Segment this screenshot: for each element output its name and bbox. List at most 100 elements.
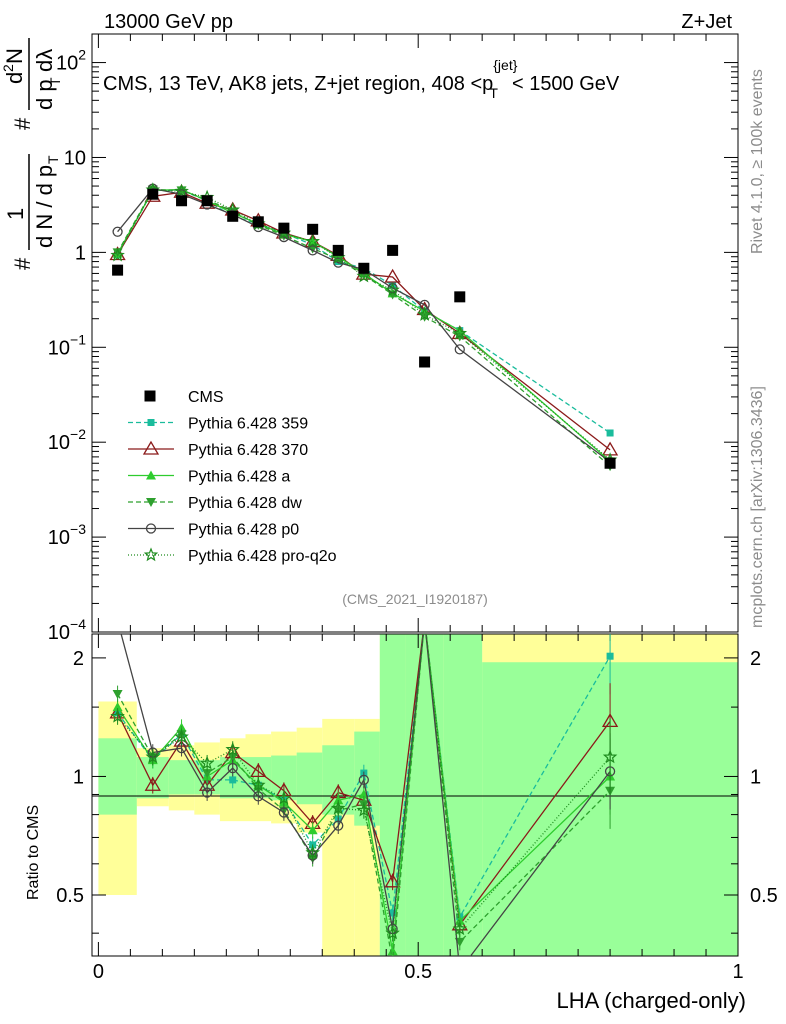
ratio-series-group <box>109 634 619 956</box>
ylabel-d: d <box>2 72 27 84</box>
ratio-tick-label-right: 2 <box>750 648 761 670</box>
series-point-ratio-2 <box>307 825 318 835</box>
cms-data-point <box>227 210 239 222</box>
series-point-ratio-5 <box>110 708 125 723</box>
analysis-id: (CMS_2021_I1920187) <box>342 591 488 607</box>
y-tick-exp: −3 <box>70 521 86 537</box>
cms-data-point <box>112 264 124 276</box>
cms-data-point <box>358 262 370 274</box>
cms-data-point <box>278 222 290 234</box>
x-tick-label: 1 <box>732 961 743 983</box>
stat-band-bin <box>405 634 444 956</box>
mcplots-label: mcplots.cern.ch [arXiv:1306.3436] <box>749 386 766 628</box>
series-point-ratio-5 <box>305 845 320 859</box>
series-point-top-2 <box>454 325 465 335</box>
legend-label-0: Pythia 6.428 359 <box>188 416 308 433</box>
series-point-top-5 <box>110 247 125 262</box>
legend-marker-1 <box>142 440 160 455</box>
ylabel-hash: # <box>10 257 35 270</box>
series-line-top-1 <box>117 191 611 451</box>
series-point-ratio-0 <box>229 776 237 784</box>
y-tick-label: 10 <box>64 147 86 169</box>
series-point-ratio-5 <box>251 777 266 792</box>
series-point-top-5 <box>174 183 189 198</box>
series-point-top-5 <box>417 307 432 321</box>
series-point-ratio-5 <box>199 755 215 770</box>
series-point-ratio-2 <box>333 795 344 805</box>
y-axis-label-ratio: Ratio to CMS <box>25 805 42 900</box>
series-point-ratio-4 <box>358 774 369 786</box>
legend-item-4: Pythia 6.428 p0 <box>128 522 299 539</box>
legend-label-1: Pythia 6.428 370 <box>188 442 308 459</box>
x-tick-label: 0 <box>93 961 104 983</box>
legend-item-5: Pythia 6.428 pro-q2o <box>128 547 337 565</box>
y-tick-label: 10−2 <box>48 426 86 454</box>
series-point-ratio-4 <box>227 762 238 774</box>
series-point-ratio-5 <box>356 802 372 817</box>
cms-data-point <box>454 291 466 303</box>
ylabel-n: N <box>2 48 27 64</box>
y-tick-base: 10 <box>48 337 70 359</box>
stat-band-bin <box>168 760 195 795</box>
series-point-ratio-5 <box>602 749 618 764</box>
series-point-top-3 <box>176 186 187 196</box>
chart-title-sub: T <box>489 85 498 101</box>
ratio-tick-label-right: 1 <box>750 766 761 788</box>
series-line-ratio-4 <box>120 634 611 956</box>
legend-label-4: Pythia 6.428 p0 <box>188 522 299 539</box>
ylabel-two: 2 <box>0 64 16 72</box>
series-point-top-5 <box>385 282 400 297</box>
series-point-ratio-5 <box>174 729 189 744</box>
series-point-top-4 <box>333 257 344 268</box>
series-point-ratio-3 <box>202 769 213 779</box>
series-point-ratio-1 <box>384 873 401 888</box>
y-tick-base: 10 <box>48 527 70 549</box>
series-point-top-4 <box>112 226 123 237</box>
cms-data-point <box>176 195 188 207</box>
legend-item-1: Pythia 6.428 370 <box>128 440 308 459</box>
series-point-top-5 <box>305 233 320 248</box>
y-tick-base: 10 <box>48 432 70 454</box>
ratio-tick-label: 0.5 <box>56 885 84 907</box>
legend-label-2: Pythia 6.428 a <box>188 469 290 486</box>
series-point-ratio-3 <box>112 689 123 699</box>
energy-label: 13000 GeV pp <box>104 11 233 33</box>
series-point-ratio-5 <box>452 921 468 936</box>
y-tick-exp: −2 <box>70 426 86 442</box>
cms-data-point <box>604 457 616 469</box>
cms-data-point <box>307 223 319 235</box>
rivet-label: Rivet 4.1.0, ≥ 100k events <box>749 69 766 254</box>
legend-label-3: Pythia 6.428 dw <box>188 495 302 512</box>
ratio-tick-label-right: 0.5 <box>750 885 778 907</box>
series-point-top-3 <box>112 248 123 258</box>
legend: CMS Pythia 6.428 359 Pythia 6.428 370 Pythi… <box>128 389 337 565</box>
ratio-plot-series <box>109 634 619 956</box>
y-tick-exp: 2 <box>78 47 86 63</box>
legend-item-cms: CMS <box>144 389 224 406</box>
y-tick-exp: −1 <box>70 331 86 347</box>
y-axis-label-top: # 1 d N / d p T # d 2 N d p T dλ <box>0 38 63 270</box>
process-label: Z+Jet <box>681 11 732 33</box>
series-point-top-0 <box>606 429 614 437</box>
cms-data-point <box>252 216 264 228</box>
chart-title-sup: {jet} <box>493 57 517 73</box>
series-line-ratio-5 <box>117 634 611 934</box>
ratio-plot-frame <box>91 633 739 957</box>
legend-label-5: Pythia 6.428 pro-q2o <box>188 548 337 565</box>
cms-data-point <box>332 244 344 256</box>
series-point-ratio-2 <box>112 702 123 712</box>
ylabel-t2: T <box>47 77 63 86</box>
x-tick-label: 0.5 <box>404 961 432 983</box>
legend-marker-0 <box>147 419 155 426</box>
legend-marker-2 <box>146 470 156 480</box>
cms-data-point <box>201 195 213 207</box>
series-point-ratio-5 <box>276 790 292 805</box>
series-point-ratio-0 <box>389 909 397 917</box>
y-tick-label: 102 <box>56 47 86 75</box>
ylabel-dlambda: dλ <box>32 49 57 72</box>
chart-title-main: CMS, 13 TeV, AK8 jets, Z+jet region, 408… <box>103 73 493 95</box>
legend-marker-4 <box>145 523 157 534</box>
series-point-ratio-5 <box>330 800 346 815</box>
ratio-tick-label: 2 <box>73 648 84 670</box>
